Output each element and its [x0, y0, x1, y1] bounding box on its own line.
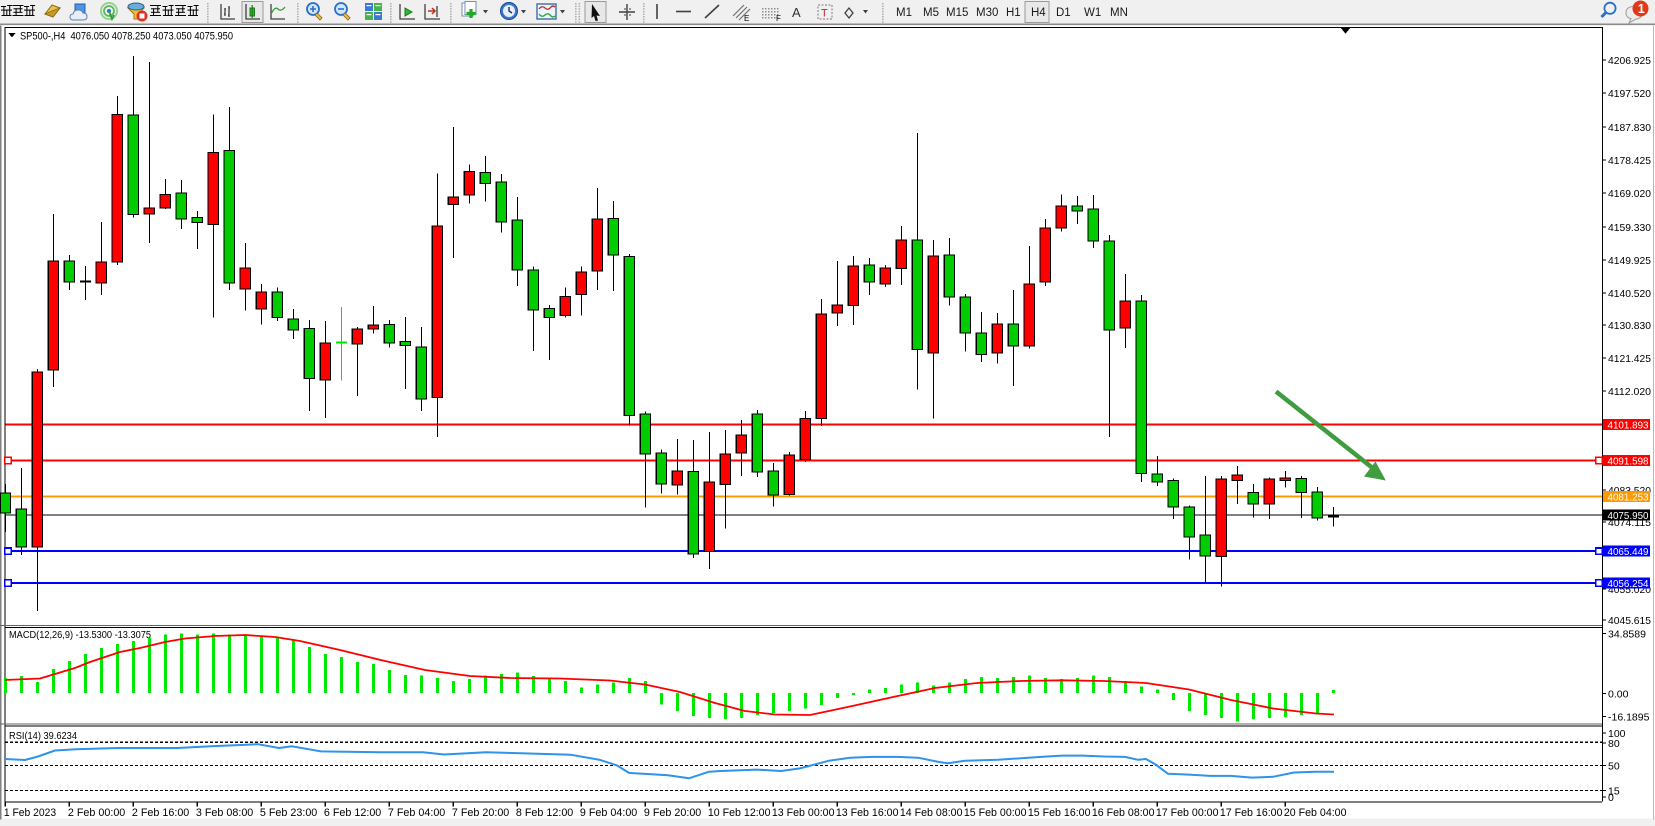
svg-text:15 Feb 00:00: 15 Feb 00:00	[964, 807, 1027, 819]
svg-text:10 Feb 12:00: 10 Feb 12:00	[708, 807, 771, 819]
svg-text:0.00: 0.00	[1608, 689, 1629, 701]
svg-text:H4: H4	[1031, 7, 1046, 19]
svg-text:M1: M1	[896, 7, 912, 19]
svg-text:80: 80	[1608, 738, 1620, 750]
svg-text:50: 50	[1608, 760, 1620, 772]
svg-text:17 Feb 00:00: 17 Feb 00:00	[1156, 807, 1219, 819]
svg-text:D1: D1	[1056, 7, 1071, 19]
svg-text:15 Feb 16:00: 15 Feb 16:00	[1028, 807, 1091, 819]
svg-text:SP500-,H4 4076.050 4078.250 4: SP500-,H4 4076.050 4078.250 4073.050 407…	[20, 31, 233, 43]
svg-text:M15: M15	[946, 7, 968, 19]
svg-text:4197.520: 4197.520	[1608, 88, 1651, 100]
svg-text:H1: H1	[1006, 7, 1021, 19]
svg-text:4159.330: 4159.330	[1608, 222, 1651, 234]
svg-text:2 Feb 16:00: 2 Feb 16:00	[132, 807, 190, 819]
svg-text:13 Feb 16:00: 13 Feb 16:00	[836, 807, 899, 819]
svg-text:9 Feb 04:00: 9 Feb 04:00	[580, 807, 638, 819]
svg-text:4056.254: 4056.254	[1608, 578, 1649, 590]
svg-text:MN: MN	[1110, 7, 1128, 19]
svg-text:F: F	[776, 14, 781, 23]
svg-text:15: 15	[1608, 786, 1620, 798]
svg-text:4112.020: 4112.020	[1608, 386, 1651, 398]
svg-text:1 Feb 2023: 1 Feb 2023	[4, 807, 56, 819]
svg-text:0: 0	[1608, 792, 1614, 804]
svg-text:4121.425: 4121.425	[1608, 353, 1651, 365]
svg-text:2 Feb 00:00: 2 Feb 00:00	[68, 807, 126, 819]
svg-text:4206.925: 4206.925	[1608, 55, 1651, 67]
svg-text:4178.425: 4178.425	[1608, 155, 1651, 167]
svg-text:MACD(12,26,9) -13.5300 -13.307: MACD(12,26,9) -13.5300 -13.3075	[9, 630, 151, 641]
svg-text:4169.020: 4169.020	[1608, 188, 1651, 200]
svg-text:4130.830: 4130.830	[1608, 320, 1651, 332]
svg-text:16 Feb 08:00: 16 Feb 08:00	[1092, 807, 1155, 819]
svg-text:4045.615: 4045.615	[1608, 615, 1651, 627]
svg-text:4075.950: 4075.950	[1608, 510, 1649, 522]
svg-text:5 Feb 23:00: 5 Feb 23:00	[260, 807, 318, 819]
svg-text:8 Feb 12:00: 8 Feb 12:00	[516, 807, 574, 819]
svg-text:4081.253: 4081.253	[1608, 491, 1649, 503]
svg-text:7 Feb 04:00: 7 Feb 04:00	[388, 807, 446, 819]
svg-text:3 Feb 08:00: 3 Feb 08:00	[196, 807, 254, 819]
svg-text:14 Feb 08:00: 14 Feb 08:00	[900, 807, 963, 819]
svg-text:20 Feb 04:00: 20 Feb 04:00	[1284, 807, 1347, 819]
svg-text:M30: M30	[976, 7, 998, 19]
svg-text:T: T	[821, 8, 828, 20]
svg-text:17 Feb 16:00: 17 Feb 16:00	[1220, 807, 1283, 819]
svg-text:6 Feb 12:00: 6 Feb 12:00	[324, 807, 382, 819]
svg-text:M5: M5	[923, 7, 939, 19]
svg-text:4140.520: 4140.520	[1608, 288, 1651, 300]
svg-text:13 Feb 00:00: 13 Feb 00:00	[772, 807, 835, 819]
svg-text:4187.830: 4187.830	[1608, 122, 1651, 134]
svg-text:4101.893: 4101.893	[1608, 420, 1649, 432]
svg-text:9 Feb 20:00: 9 Feb 20:00	[644, 807, 702, 819]
svg-text:E: E	[744, 14, 749, 23]
svg-text:34.8589: 34.8589	[1608, 629, 1646, 641]
svg-text:4065.449: 4065.449	[1608, 546, 1649, 558]
svg-text:W1: W1	[1084, 7, 1101, 19]
svg-text:1: 1	[1638, 2, 1645, 16]
svg-text:-16.1895: -16.1895	[1608, 712, 1650, 724]
svg-text:A: A	[792, 5, 801, 20]
svg-text:7 Feb 20:00: 7 Feb 20:00	[452, 807, 510, 819]
svg-text:RSI(14) 39.6234: RSI(14) 39.6234	[9, 731, 77, 742]
svg-text:100: 100	[1608, 728, 1626, 740]
svg-text:4091.598: 4091.598	[1608, 455, 1649, 467]
svg-text:4149.925: 4149.925	[1608, 255, 1651, 267]
